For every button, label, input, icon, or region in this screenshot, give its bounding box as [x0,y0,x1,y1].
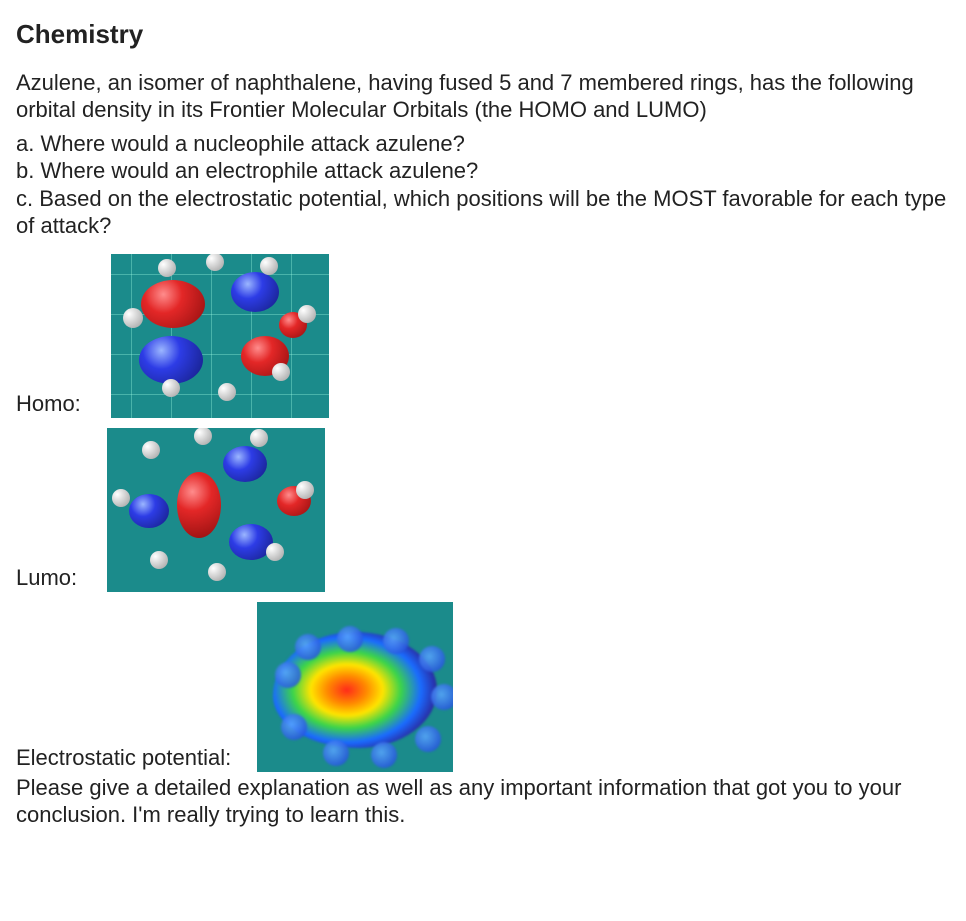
homo-figure [111,254,329,418]
footer-paragraph: Please give a detailed explanation as we… [16,774,950,829]
page-title: Chemistry [16,18,950,51]
question-list: a. Where would a nucleophile attack azul… [16,130,950,240]
esp-label: Electrostatic potential: [16,744,231,772]
question-b: b. Where would an electrophile attack az… [16,157,950,185]
question-c: c. Based on the electrostatic potential,… [16,185,950,240]
lumo-label: Lumo: [16,564,77,592]
homo-label: Homo: [16,390,81,418]
intro-paragraph: Azulene, an isomer of naphthalene, havin… [16,69,950,124]
lumo-figure [107,428,325,592]
question-a: a. Where would a nucleophile attack azul… [16,130,950,158]
esp-figure [257,602,453,772]
